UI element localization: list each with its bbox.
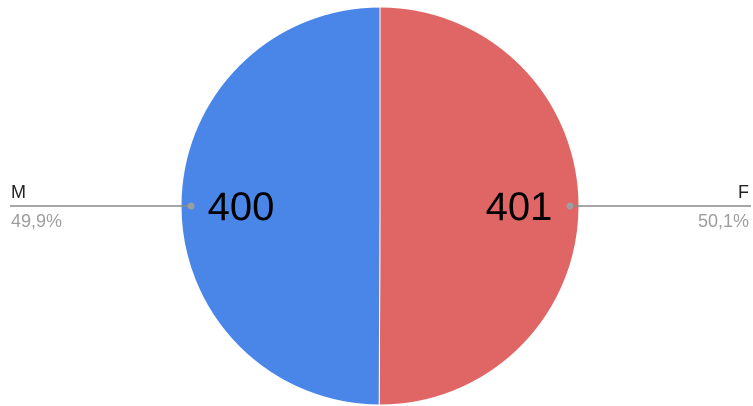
leader-dot-f [566,202,574,210]
pie-slices [180,6,580,406]
leader-dot-m [187,202,195,210]
legend-percent-f: 50,1% [698,211,749,231]
legend-label-m: M [11,182,26,202]
legend-label-f: F [738,182,749,202]
legend-percent-m: 49,9% [11,211,62,231]
slice-value-label-f: 401 [486,185,553,229]
slice-value-label-m: 400 [208,185,275,229]
